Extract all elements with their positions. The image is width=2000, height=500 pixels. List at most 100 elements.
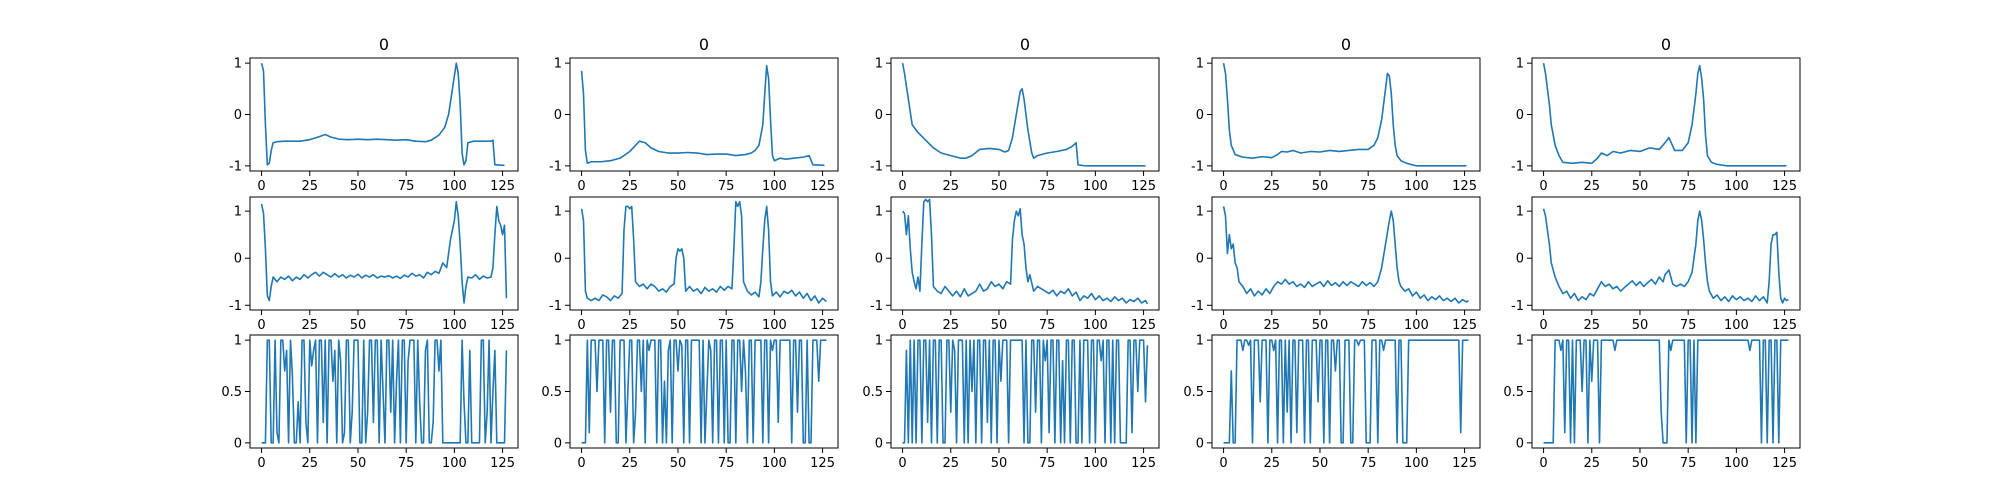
- y-tick-label: 1: [1196, 205, 1204, 220]
- subplot-r3-c2: 0 25 50 75 100 125 0 0.5 1: [541, 334, 839, 471]
- x-tick-label: 0: [898, 318, 906, 333]
- x-tick-label: 50: [1312, 179, 1329, 194]
- y-tick-label: 0: [1196, 108, 1204, 123]
- series-line: [901, 62, 1146, 167]
- x-tick-label: 100: [762, 456, 787, 471]
- x-tick-label: 100: [1083, 318, 1108, 333]
- series-line: [260, 200, 508, 304]
- y-tick-label: 0: [1196, 436, 1204, 451]
- subplot-r3-c1: 0 25 50 75 100 125 0 0.5 1: [221, 334, 519, 471]
- subplot-r2-c5: 0 25 50 75 100 125 -1 0 1: [1511, 196, 1801, 333]
- y-tick-label: 0: [234, 252, 242, 267]
- x-tick-label: 25: [942, 456, 959, 471]
- y-tick-label: 0: [1196, 252, 1204, 267]
- y-tick-label: 0: [554, 252, 562, 267]
- y-tick-label: 0: [875, 436, 883, 451]
- y-tick-label: 0.5: [862, 385, 883, 400]
- x-tick-label: 75: [1039, 456, 1056, 471]
- y-tick-label: 0.5: [541, 385, 562, 400]
- series-line: [1222, 206, 1469, 304]
- x-tick-label: 125: [490, 456, 515, 471]
- y-tick-label: 0: [1516, 252, 1524, 267]
- x-tick-label: 0: [577, 456, 585, 471]
- y-tick-label: 0: [875, 108, 883, 123]
- x-tick-label: 50: [1632, 318, 1649, 333]
- subplot-r2-c4: 0 25 50 75 100 125 -1 0 1: [1191, 196, 1481, 333]
- x-tick-label: 0: [257, 318, 265, 333]
- x-tick-label: 125: [490, 318, 515, 333]
- series-line: [1542, 62, 1787, 167]
- axes-frame: [1211, 57, 1481, 172]
- x-tick-label: 75: [1360, 318, 1377, 333]
- x-tick-label: 0: [1219, 318, 1227, 333]
- subplot-title: 0: [1341, 35, 1351, 54]
- subplot-title: 0: [1020, 35, 1030, 54]
- y-tick-label: 0.5: [1183, 385, 1204, 400]
- series-line: [1543, 339, 1789, 444]
- x-tick-label: 50: [991, 456, 1008, 471]
- axes-frame: [249, 57, 519, 172]
- x-tick-label: 50: [1312, 456, 1329, 471]
- y-tick-label: -1: [1191, 159, 1204, 174]
- y-tick-label: 0: [234, 108, 242, 123]
- x-tick-label: 125: [1772, 318, 1797, 333]
- x-tick-label: 0: [1539, 179, 1547, 194]
- y-tick-label: -1: [549, 299, 562, 314]
- x-tick-label: 25: [621, 179, 638, 194]
- y-tick-label: -1: [870, 299, 883, 314]
- x-tick-label: 100: [442, 318, 467, 333]
- x-tick-label: 100: [442, 179, 467, 194]
- x-tick-label: 125: [1452, 318, 1477, 333]
- x-tick-label: 100: [762, 179, 787, 194]
- y-tick-label: 1: [875, 205, 883, 220]
- subplot-r3-c3: 0 25 50 75 100 125 0 0.5 1: [862, 334, 1160, 471]
- x-tick-label: 75: [1039, 318, 1056, 333]
- x-tick-label: 0: [1539, 318, 1547, 333]
- y-tick-label: -1: [870, 159, 883, 174]
- x-tick-label: 75: [718, 318, 735, 333]
- y-tick-label: 1: [875, 334, 883, 349]
- axes-frame: [569, 196, 839, 311]
- y-tick-label: -1: [1191, 299, 1204, 314]
- y-tick-label: 0: [234, 436, 242, 451]
- y-tick-label: 1: [554, 57, 562, 72]
- x-tick-label: 25: [942, 318, 959, 333]
- series-line: [580, 200, 827, 304]
- axes-frame: [890, 57, 1160, 172]
- x-tick-label: 25: [942, 179, 959, 194]
- x-tick-label: 0: [577, 318, 585, 333]
- x-tick-label: 50: [1312, 318, 1329, 333]
- axes-frame: [1531, 57, 1801, 172]
- x-tick-label: 125: [810, 456, 835, 471]
- y-tick-label: 0: [554, 108, 562, 123]
- x-tick-label: 125: [1452, 179, 1477, 194]
- y-tick-label: 1: [1196, 334, 1204, 349]
- series-line: [260, 62, 505, 167]
- series-line: [580, 64, 825, 167]
- x-tick-label: 0: [898, 456, 906, 471]
- y-tick-label: -1: [1511, 299, 1524, 314]
- x-tick-label: 0: [1219, 179, 1227, 194]
- subplot-r1-c5: 0 25 50 75 100 125 -1 0 1 0: [1511, 35, 1801, 194]
- x-tick-label: 50: [670, 318, 687, 333]
- x-tick-label: 75: [718, 456, 735, 471]
- x-tick-label: 125: [810, 179, 835, 194]
- axes-frame: [890, 196, 1160, 311]
- subplot-title: 0: [699, 35, 709, 54]
- x-tick-label: 25: [301, 179, 318, 194]
- series-line: [902, 339, 1149, 444]
- x-tick-label: 75: [1680, 456, 1697, 471]
- axes-frame: [1211, 196, 1481, 311]
- y-tick-label: 0: [1516, 436, 1524, 451]
- x-tick-label: 75: [398, 179, 415, 194]
- x-tick-label: 50: [670, 456, 687, 471]
- y-tick-label: 1: [1516, 205, 1524, 220]
- x-tick-label: 75: [1360, 456, 1377, 471]
- y-tick-label: 0: [554, 436, 562, 451]
- x-tick-label: 0: [1219, 456, 1227, 471]
- x-tick-label: 25: [1263, 179, 1280, 194]
- x-tick-label: 50: [670, 179, 687, 194]
- series-line: [1223, 339, 1469, 444]
- y-tick-label: 0: [875, 252, 883, 267]
